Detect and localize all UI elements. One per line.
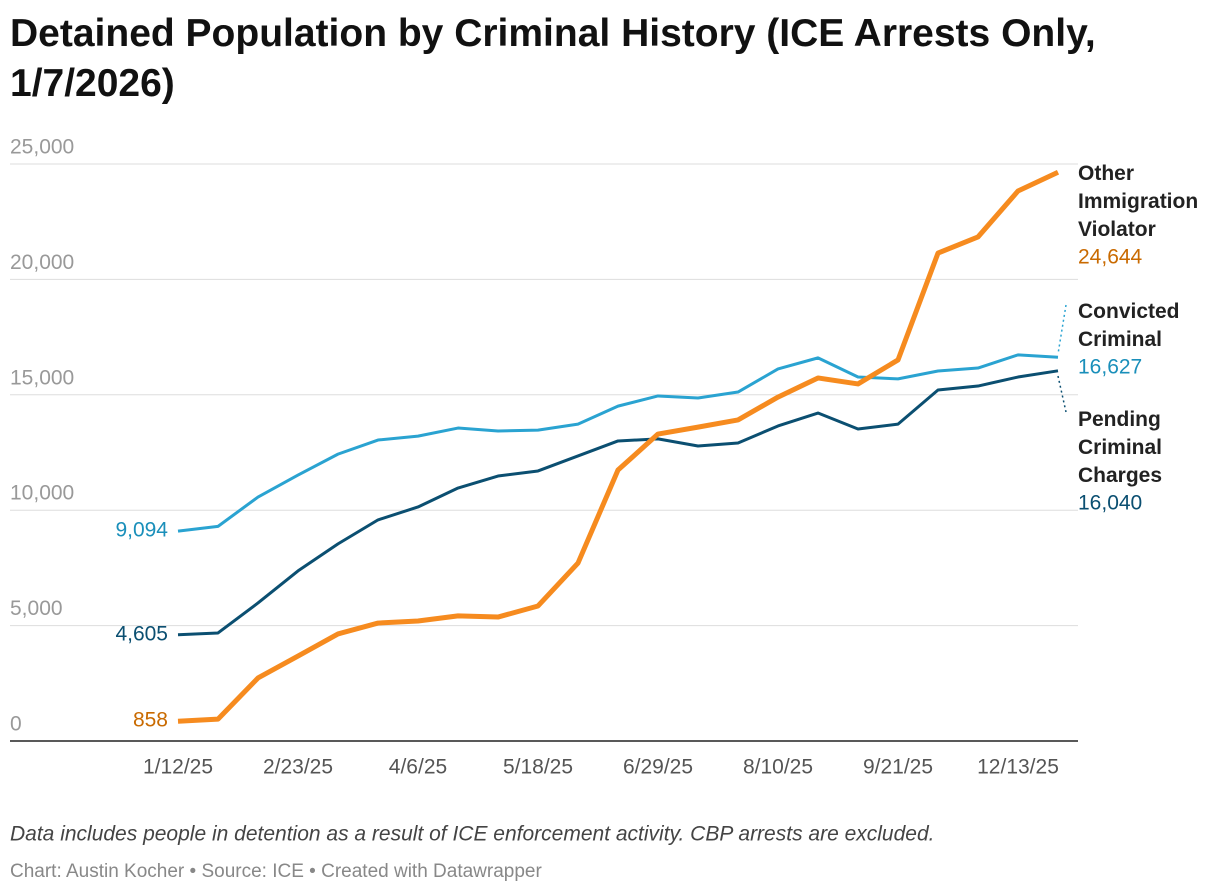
x-tick-label: 8/10/25 [743,756,813,779]
series-label: Pending Criminal Charges [1078,408,1162,487]
end-label: 16,627 [1078,356,1142,379]
series-label: Other Immigration Violator [1078,162,1198,241]
x-tick-label: 4/6/25 [389,756,447,779]
y-tick-label: 25,000 [10,136,74,159]
y-tick-label: 20,000 [10,251,74,274]
start-label: 858 [133,709,168,732]
start-label: 9,094 [115,519,168,542]
end-label: 16,040 [1078,492,1142,515]
start-label: 4,605 [115,622,168,645]
x-tick-label: 5/18/25 [503,756,573,779]
y-tick-label: 15,000 [10,366,74,389]
line [177,353,1059,533]
end-label: 24,644 [1078,246,1143,269]
y-tick-label: 5,000 [10,597,63,620]
series-label: Convicted Criminal [1078,300,1180,351]
connector [1057,375,1067,413]
chart-title: Detained Population by Criminal History … [10,12,1096,105]
line [177,369,1059,637]
x-tick-label: 2/23/25 [263,756,333,779]
x-tick-label: 6/29/25 [623,756,693,779]
connector [1057,304,1067,355]
x-tick-label: 12/13/25 [977,756,1059,779]
y-tick-label: 0 [10,713,22,736]
credit: Chart: Austin Kocher • Source: ICE • Cre… [10,861,542,882]
x-tick-label: 9/21/25 [863,756,933,779]
y-tick-label: 10,000 [10,482,74,505]
x-tick-label: 1/12/25 [143,756,213,779]
note: Data includes people in detention as a r… [10,823,934,846]
line [177,169,1060,724]
